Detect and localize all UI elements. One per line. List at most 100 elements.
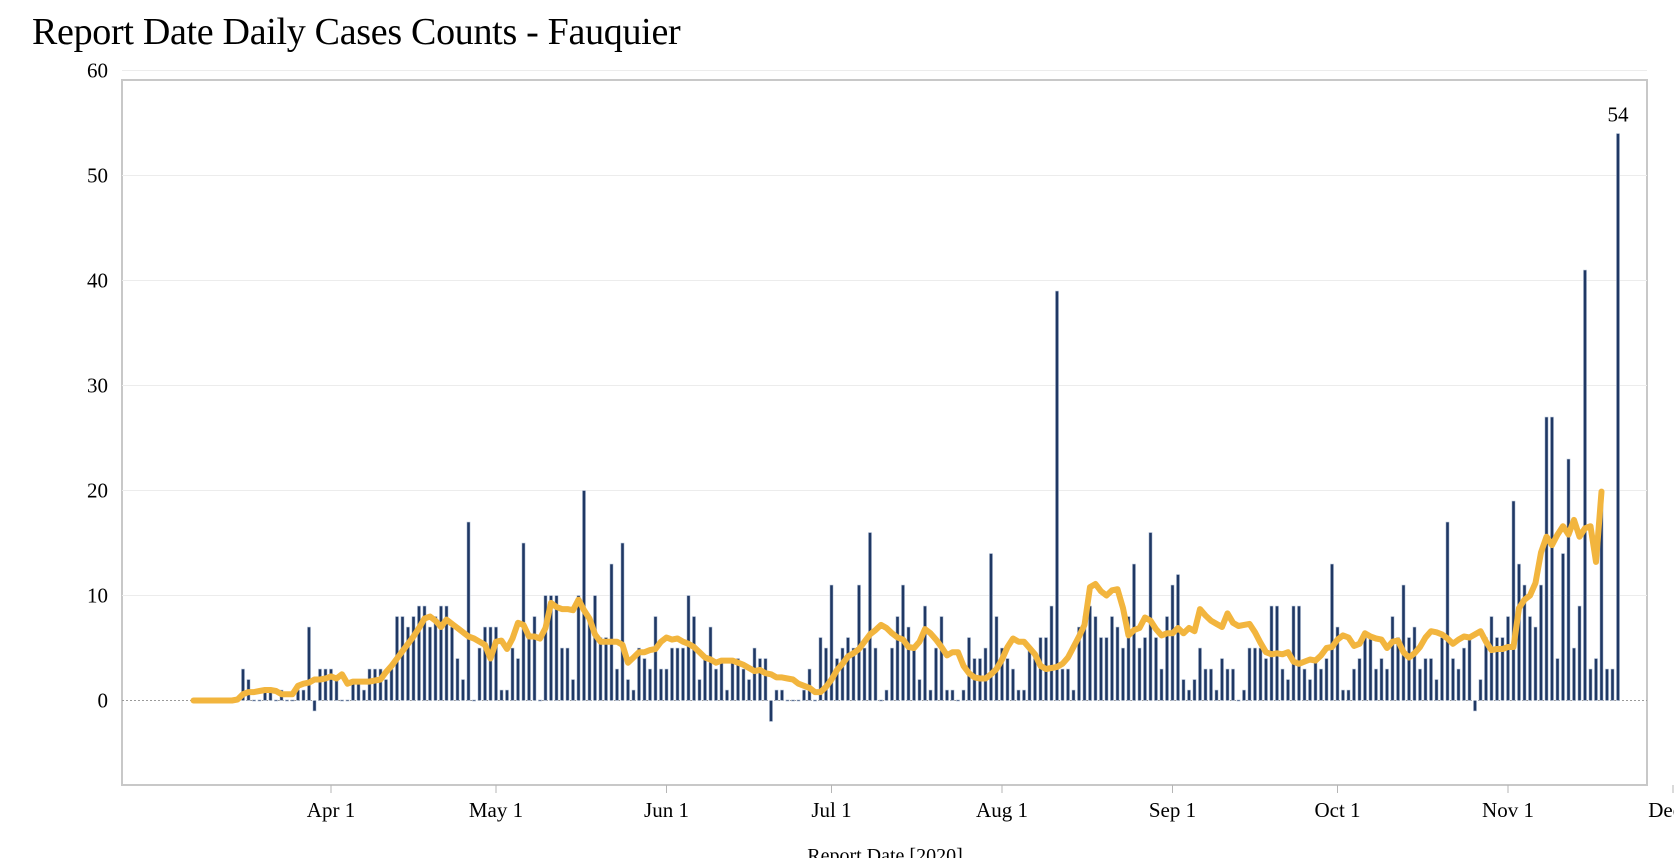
bar xyxy=(318,668,322,701)
bar xyxy=(1561,553,1565,701)
bar xyxy=(1462,647,1466,701)
bar xyxy=(329,668,333,701)
bar xyxy=(1396,637,1400,701)
bar xyxy=(1555,658,1560,701)
y-tick-label: 0 xyxy=(98,689,109,713)
bar xyxy=(714,668,718,701)
bar xyxy=(1143,637,1147,701)
bar xyxy=(648,668,652,701)
bar xyxy=(488,626,493,701)
bar xyxy=(532,616,537,701)
bar xyxy=(1055,290,1059,701)
bar xyxy=(719,658,724,701)
bar xyxy=(840,647,845,701)
bar xyxy=(873,647,878,701)
y-tick-label: 10 xyxy=(87,584,108,608)
bar xyxy=(1500,637,1505,701)
bar xyxy=(252,699,256,702)
y-tick-label: 50 xyxy=(87,164,108,188)
bar xyxy=(1280,668,1285,701)
bar xyxy=(928,689,933,701)
bar xyxy=(824,647,828,701)
bar xyxy=(1445,521,1450,701)
bar xyxy=(1264,658,1268,701)
bar xyxy=(1165,616,1169,701)
bar xyxy=(417,605,421,701)
bar xyxy=(1451,658,1455,701)
bar xyxy=(1154,637,1158,701)
bar xyxy=(1231,668,1235,701)
bar xyxy=(428,626,432,701)
bar xyxy=(472,699,476,702)
bar xyxy=(1610,668,1615,701)
peak-data-label: 54 xyxy=(1608,103,1630,127)
bar xyxy=(1170,584,1175,701)
bar xyxy=(1126,616,1131,701)
bar xyxy=(1368,637,1373,701)
bar xyxy=(956,699,960,702)
bar xyxy=(659,668,663,701)
bar xyxy=(285,699,289,702)
bar xyxy=(670,647,674,701)
bar xyxy=(1341,689,1345,701)
bar xyxy=(1374,668,1378,701)
bar xyxy=(763,658,768,701)
moving-average-line xyxy=(190,488,1605,704)
bar xyxy=(1247,647,1252,701)
bar xyxy=(1478,679,1483,701)
bar xyxy=(1539,584,1543,701)
bar xyxy=(917,679,922,701)
bar xyxy=(1236,699,1241,702)
bar xyxy=(769,700,773,722)
bar xyxy=(1456,668,1461,701)
bar xyxy=(510,647,515,701)
chart-title: Report Date Daily Cases Counts - Fauquie… xyxy=(32,11,681,53)
bar xyxy=(1379,658,1384,701)
bar xyxy=(945,689,949,701)
bar xyxy=(1588,668,1593,701)
bar xyxy=(1506,616,1510,701)
x-tick-label: Jul 1 xyxy=(811,798,851,822)
bar xyxy=(890,647,894,701)
bar xyxy=(483,626,487,701)
bar xyxy=(829,584,834,701)
y-tick-label: 40 xyxy=(87,269,108,293)
bar xyxy=(1214,689,1219,701)
bar xyxy=(1104,637,1109,701)
x-tick-label: Apr 1 xyxy=(307,798,355,822)
bar xyxy=(1489,616,1494,701)
x-tick-label: May 1 xyxy=(469,798,523,822)
bar xyxy=(1352,668,1356,701)
bar xyxy=(642,658,647,701)
bar xyxy=(543,595,548,701)
bar xyxy=(1467,637,1472,701)
bar xyxy=(450,626,454,701)
y-tick-label: 20 xyxy=(87,479,108,503)
bar xyxy=(301,689,306,701)
bar xyxy=(703,658,707,701)
y-axis: 0 10 20 30 40 50 60 xyxy=(87,59,108,713)
bar xyxy=(1220,658,1224,701)
bar xyxy=(593,595,597,701)
bar xyxy=(664,668,669,701)
bar xyxy=(961,689,966,701)
x-tick-label: Jun 1 xyxy=(644,798,689,822)
bar xyxy=(675,647,680,701)
bar xyxy=(752,647,757,701)
bar xyxy=(934,647,938,701)
bar xyxy=(747,679,751,701)
bar xyxy=(813,699,817,702)
bar xyxy=(697,679,702,701)
bar xyxy=(1577,605,1582,701)
bar xyxy=(1401,584,1406,701)
bar xyxy=(576,595,581,701)
bar xyxy=(1533,626,1538,701)
bar xyxy=(1225,668,1230,701)
bar xyxy=(565,647,570,701)
bar xyxy=(1027,647,1032,701)
bar xyxy=(1203,668,1208,701)
bar xyxy=(1000,647,1004,701)
bar xyxy=(466,521,471,701)
bar xyxy=(835,658,839,701)
bar xyxy=(455,658,460,701)
